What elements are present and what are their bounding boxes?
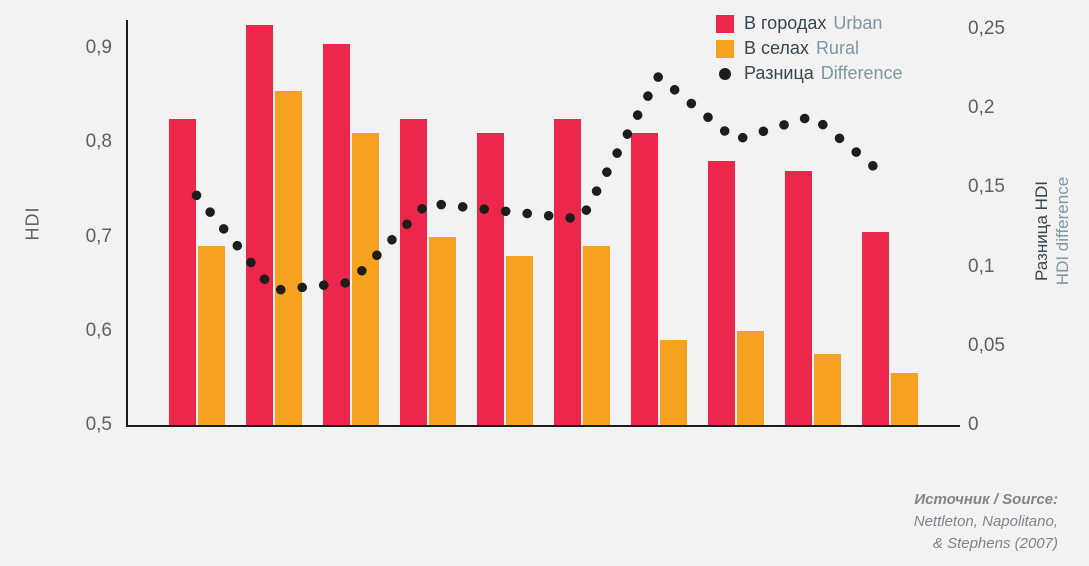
legend-item-urban: В городах Urban <box>716 11 903 36</box>
urban-bar <box>707 161 735 425</box>
right-axis-tick: 0,15 <box>968 176 1005 198</box>
legend-label-rural-ru: В селах <box>744 38 809 58</box>
legend: В городах Urban В селах Rural Разница Di… <box>716 11 903 86</box>
rural-bar <box>890 373 918 425</box>
legend-item-rural: В селах Rural <box>716 36 903 61</box>
right-axis-tick: 0 <box>968 414 979 435</box>
left-axis-tick: 0,7 <box>85 225 112 247</box>
source-note: Источник / Source: Nettleton, Napolitano… <box>914 489 1058 555</box>
left-axis-tick: 0,9 <box>85 37 112 59</box>
source-authors: Nettleton, Napolitano, <box>913 513 1058 530</box>
legend-item-difference: Разница Difference <box>716 61 903 86</box>
plot-area <box>128 20 958 425</box>
urban-bar <box>784 170 812 425</box>
right-axis-title-ru: Разница HDI <box>1032 181 1051 281</box>
legend-label-rural-en: Rural <box>815 38 859 58</box>
right-axis-title: Разница HDI HDI difference <box>1031 131 1073 331</box>
bottom-axis-line <box>126 425 960 427</box>
rural-swatch-icon <box>716 39 734 58</box>
rural-bar <box>813 354 841 425</box>
urban-bar <box>322 43 350 425</box>
left-axis-line <box>126 20 128 427</box>
urban-bar <box>630 133 658 425</box>
rural-bar <box>505 255 533 425</box>
left-axis-title: HDI <box>22 206 43 241</box>
source-label: Источник / Source: <box>914 491 1058 508</box>
rural-bar <box>197 246 225 425</box>
urban-bar <box>168 118 196 425</box>
right-axis-tick: 0,25 <box>968 18 1005 39</box>
left-axis-tick: 0,5 <box>85 414 112 435</box>
rural-bar <box>659 340 687 425</box>
urban-bar <box>861 231 889 425</box>
difference-dotted-line <box>191 69 895 296</box>
rural-bar <box>582 246 610 425</box>
rural-bar <box>736 330 764 425</box>
right-axis-title-en: HDI difference <box>1053 176 1072 286</box>
legend-label-difference-en: Difference <box>820 63 903 83</box>
right-axis-tick: 0,1 <box>968 255 995 277</box>
rural-bar <box>351 133 379 425</box>
urban-bar <box>399 118 427 425</box>
right-axis-tick: 0,2 <box>968 97 995 119</box>
left-axis-tick: 0,8 <box>85 131 112 153</box>
urban-bar <box>476 133 504 425</box>
urban-bar <box>245 24 273 425</box>
right-axis-tick: 0,05 <box>968 334 1005 356</box>
legend-label-urban-en: Urban <box>833 13 883 33</box>
rural-bar <box>274 90 302 425</box>
left-axis-tick: 0,6 <box>85 319 112 341</box>
rural-bar <box>428 236 456 425</box>
legend-label-difference-ru: Разница <box>744 63 814 83</box>
urban-swatch-icon <box>716 14 734 33</box>
urban-bar <box>553 118 581 425</box>
source-year: & Stephens (2007) <box>932 535 1058 552</box>
legend-label-urban-ru: В городах <box>744 13 827 33</box>
difference-dot-icon <box>719 67 731 80</box>
